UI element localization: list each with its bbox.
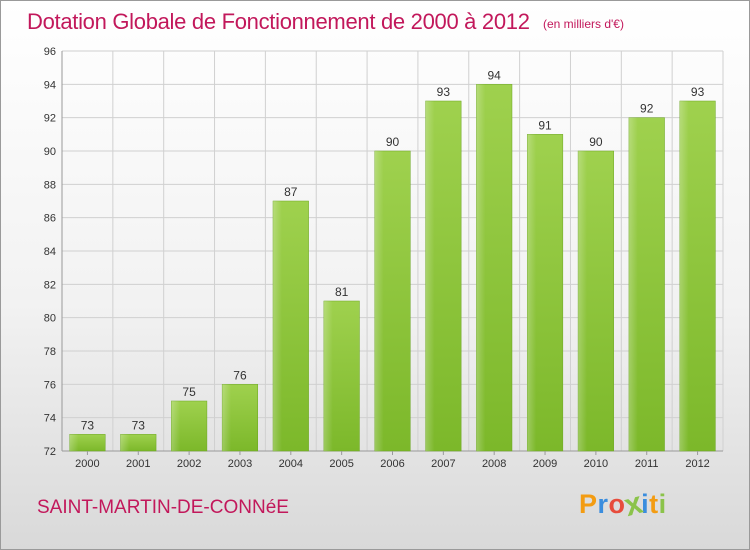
logo-letter: i	[658, 489, 667, 519]
y-tick-label: 90	[44, 146, 56, 158]
x-tick-label: 2004	[279, 458, 303, 470]
y-tick-label: 76	[44, 379, 56, 391]
bar-highlight	[273, 201, 309, 451]
logo-letter: r	[597, 489, 609, 519]
bar-highlight	[578, 151, 614, 451]
data-label: 87	[284, 185, 298, 199]
x-tick-label: 2002	[177, 458, 201, 470]
data-label: 93	[691, 85, 705, 99]
bar-highlight	[374, 151, 411, 451]
bar-highlight	[171, 401, 207, 451]
x-tick-label: 2012	[685, 458, 709, 470]
data-label: 92	[640, 102, 654, 116]
logo-letter: t	[649, 489, 659, 519]
x-tick-label: 2011	[635, 458, 659, 470]
data-label: 91	[538, 118, 552, 132]
logo-letter: P	[579, 489, 598, 519]
proxiti-logo: Proxiti	[579, 485, 667, 523]
data-label: 73	[81, 418, 95, 432]
y-tick-label: 96	[44, 46, 56, 58]
y-tick-label: 80	[44, 313, 56, 325]
logo-letter: o	[608, 489, 626, 519]
logo-letter: i	[641, 489, 650, 519]
y-tick-label: 78	[44, 346, 56, 358]
y-tick-label: 72	[44, 446, 56, 458]
x-tick-label: 2010	[584, 458, 608, 470]
data-label: 90	[589, 135, 603, 149]
data-label: 90	[386, 135, 400, 149]
x-tick-label: 2001	[126, 458, 150, 470]
bar-highlight	[425, 101, 462, 451]
data-label: 76	[233, 368, 247, 382]
x-tick-label: 2006	[380, 458, 404, 470]
bar-highlight	[527, 134, 563, 452]
x-tick-label: 2003	[228, 458, 252, 470]
y-tick-label: 82	[44, 279, 56, 291]
x-tick-label: 2008	[482, 458, 506, 470]
bar-highlight	[679, 101, 716, 451]
data-label: 94	[488, 68, 502, 82]
y-tick-label: 92	[44, 113, 56, 125]
y-tick-label: 88	[44, 179, 56, 191]
x-tick-label: 2005	[329, 458, 353, 470]
y-tick-label: 84	[44, 246, 56, 258]
y-tick-label: 94	[44, 79, 56, 91]
data-label: 93	[437, 85, 451, 99]
bar-highlight	[120, 434, 157, 451]
x-tick-label: 2007	[431, 458, 455, 470]
bar-highlight	[476, 84, 512, 451]
x-tick-label: 2009	[533, 458, 557, 470]
data-label: 81	[335, 285, 349, 299]
y-tick-label: 74	[44, 413, 56, 425]
data-label: 73	[132, 418, 146, 432]
chart-subtitle: (en milliers d'€)	[543, 17, 624, 31]
bar-highlight	[69, 434, 106, 451]
data-label: 75	[182, 385, 196, 399]
bar-highlight	[222, 384, 258, 451]
chart-title: Dotation Globale de Fonctionnement de 20…	[27, 9, 530, 34]
bar-highlight	[323, 301, 360, 451]
bar-highlight	[628, 117, 665, 452]
commune-name: SAINT-MARTIN-DE-CONNéE	[37, 497, 289, 518]
y-tick-label: 86	[44, 213, 56, 225]
x-tick-label: 2000	[75, 458, 99, 470]
